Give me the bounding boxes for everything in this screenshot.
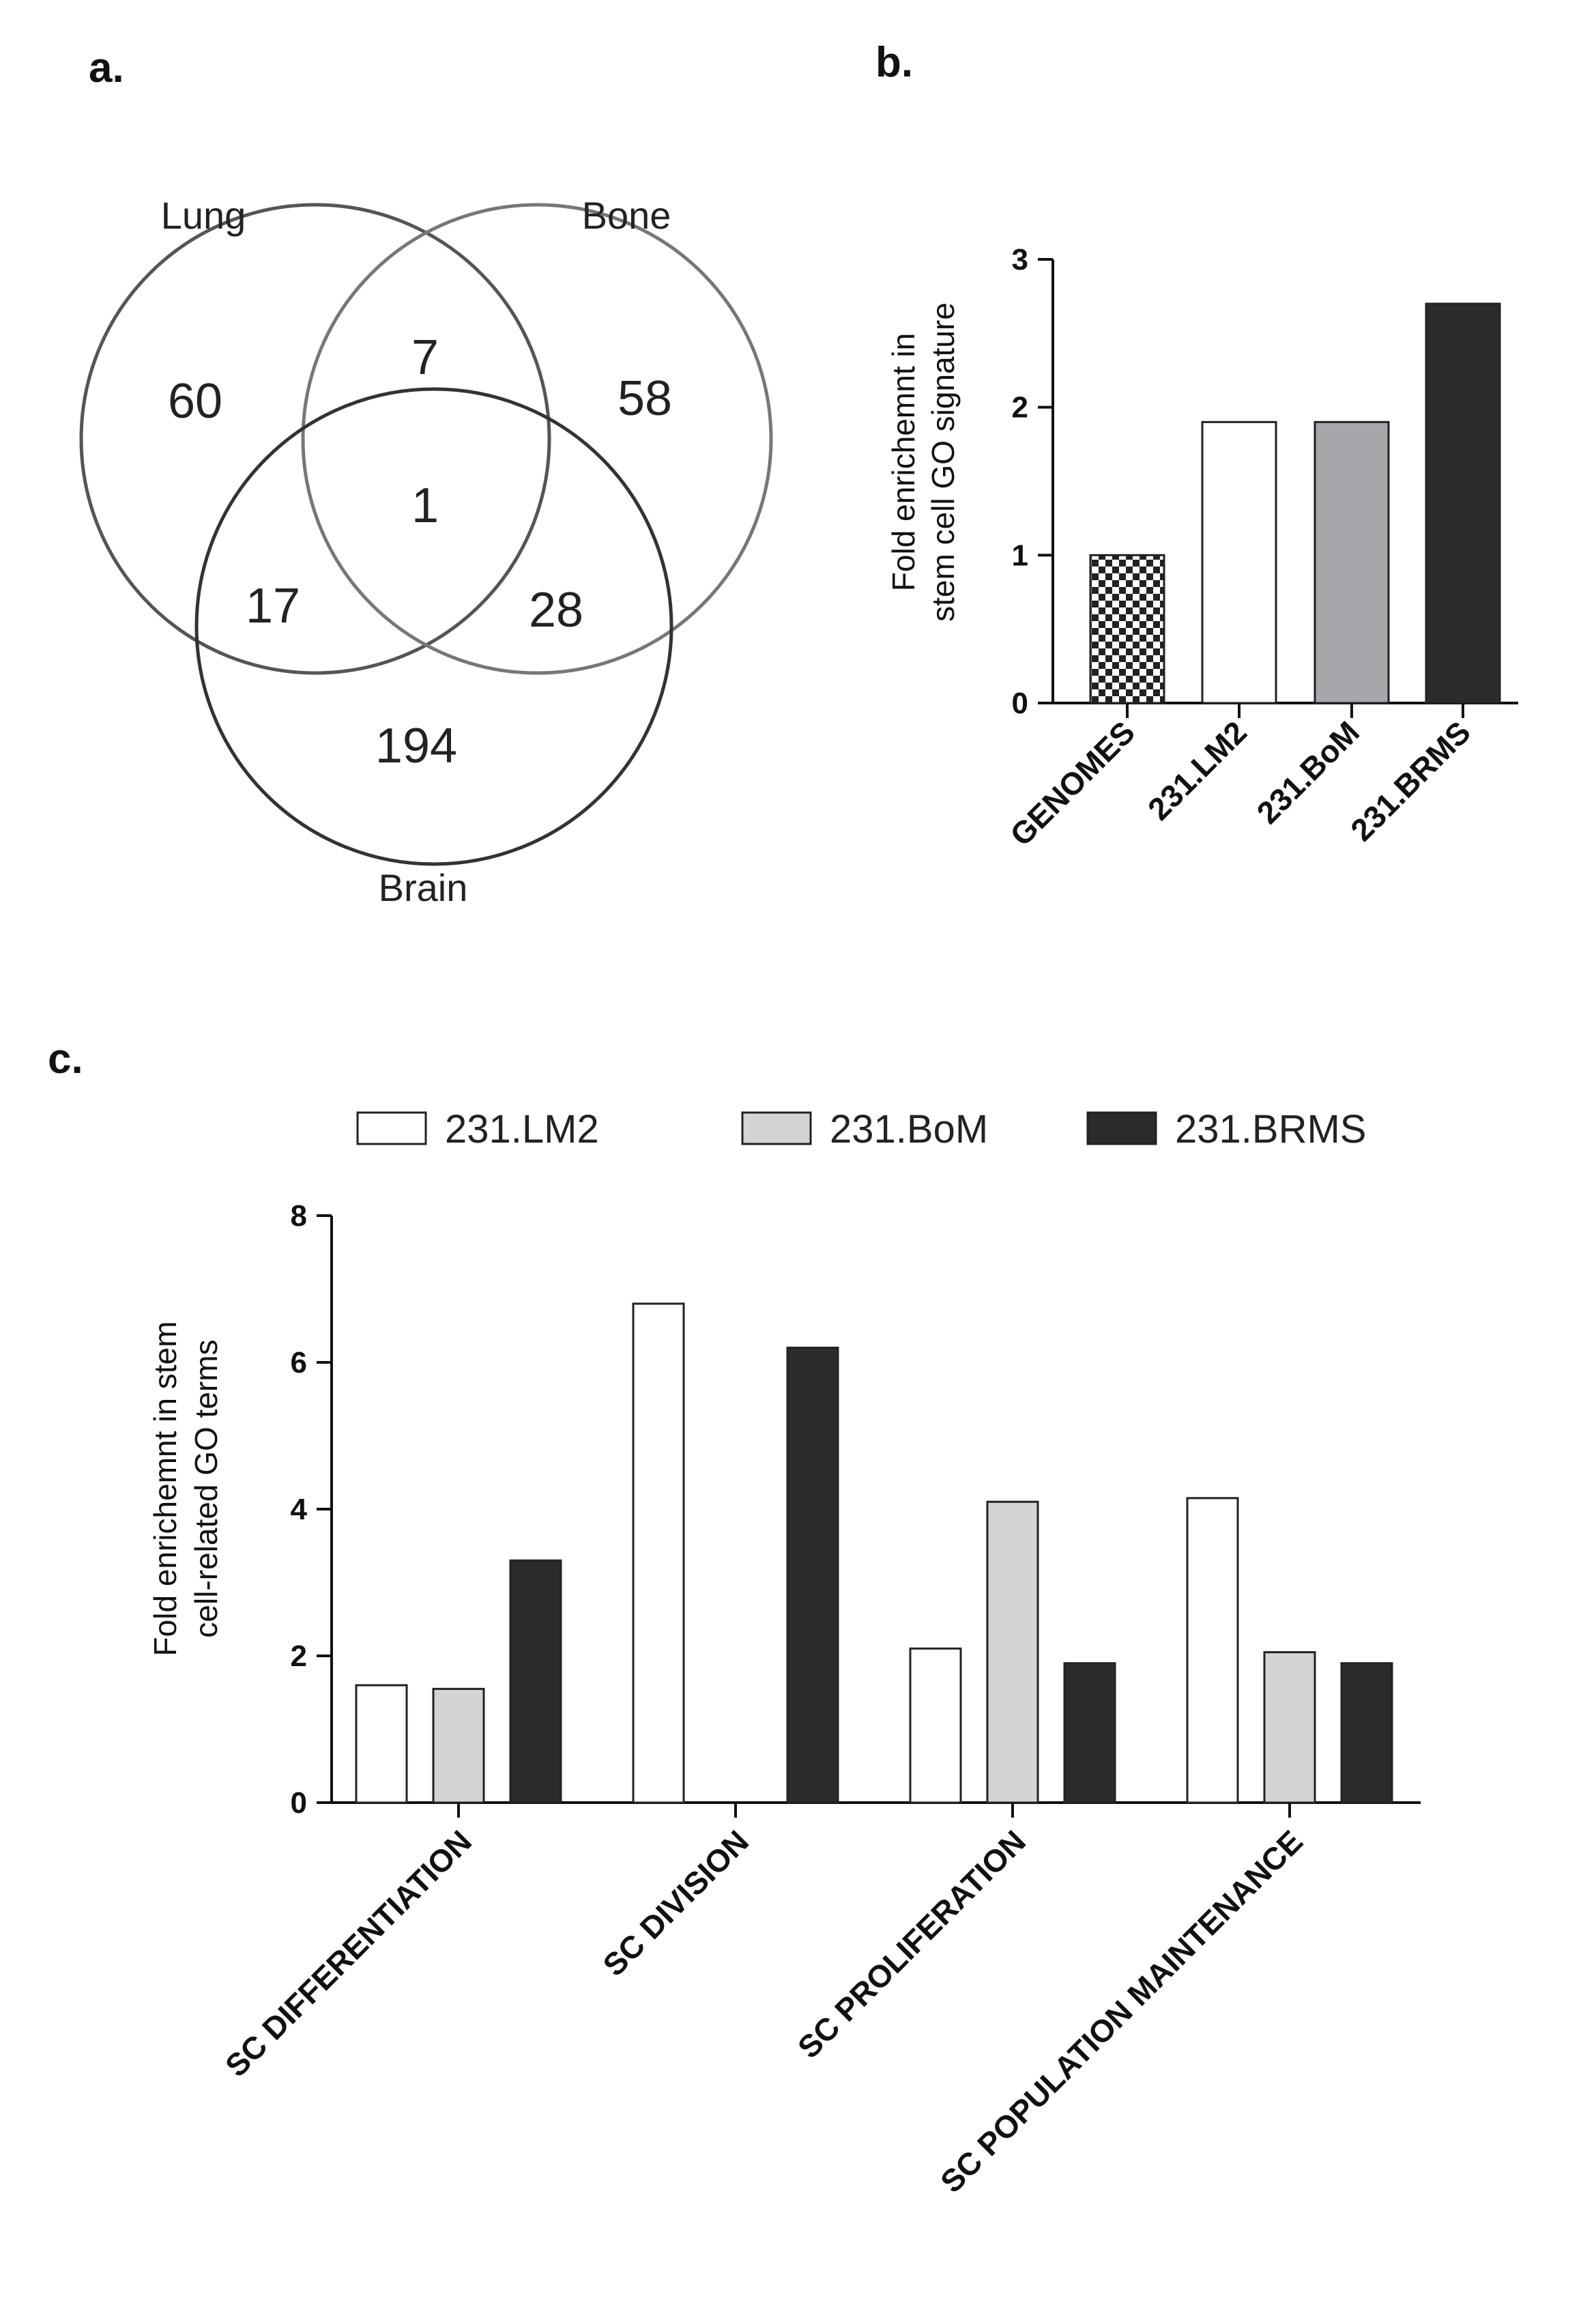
chart-b-y-tick-label: 3 (1012, 243, 1028, 276)
venn-diagram: Lung Bone Brain 60 7 58 1 17 28 194 (79, 194, 773, 909)
legend-swatch-231-brms (1086, 1111, 1157, 1145)
chart-c-bar-sc-division-231-brms (786, 1347, 839, 1804)
venn-label-bone: Bone (582, 194, 671, 237)
legend-label-231-lm2: 231.LM2 (445, 1107, 599, 1151)
chart-c-bar-sc-proliferation-231-bom (986, 1500, 1039, 1804)
chart-b-y-tick-label: 0 (1012, 687, 1028, 720)
chart-c-category-label: SC DIVISION (596, 1823, 755, 1983)
legend-swatch-231-bom (741, 1111, 812, 1145)
chart-c-y-tick-label: 8 (291, 1199, 307, 1233)
venn-circle-lung (79, 203, 551, 675)
venn-label-brain: Brain (379, 866, 468, 909)
chart-b-category-label: 231.BRMS (1344, 714, 1477, 848)
chart-b-y-tick-label: 1 (1012, 539, 1028, 572)
panel-label-c: c. (48, 1035, 83, 1083)
venn-count-lung-bone: 7 (411, 330, 439, 385)
chart-c-bar-sc-population-maintenance-231-brms (1340, 1662, 1393, 1804)
venn-count-bone-only: 58 (618, 371, 672, 426)
venn-circle-bone (301, 203, 773, 675)
chart-b-bar-231-lm2 (1201, 420, 1277, 704)
chart-c-y-axis-title: Fold enrichemnt in stem cell-related GO t… (147, 1321, 224, 1657)
chart-c-y-tick-label: 0 (291, 1786, 307, 1820)
chart-b-category-label: 231.LM2 (1141, 714, 1253, 827)
chart-b-category-label: GENOMES (1003, 714, 1142, 853)
chart-c-bar-sc-population-maintenance-231-bom (1263, 1651, 1316, 1804)
chart-b-bar-231-bom (1314, 420, 1390, 704)
chart-b-y-axis-title-line: stem cell GO signature (925, 302, 961, 622)
legend-label-231-brms: 231.BRMS (1175, 1107, 1366, 1151)
chart-b-y-axis-title: Fold enrichemnt in stem cell GO signature (886, 302, 961, 622)
venn-count-lung-brain: 17 (246, 579, 300, 633)
chart-b-category-label: 231.BoM (1250, 714, 1367, 831)
venn-count-brain-only: 194 (375, 719, 457, 773)
chart-c-y-tick-label: 6 (291, 1346, 307, 1379)
chart-c-y-axis-title-line: cell-related GO terms (188, 1339, 224, 1637)
venn-label-lung: Lung (161, 194, 246, 237)
chart-b-y-axis-title-line: Fold enrichemnt in (886, 333, 921, 591)
chart-c-bar-sc-proliferation-231-brms (1063, 1662, 1116, 1804)
panel-label-a: a. (89, 44, 124, 91)
chart-b-bar-231-brms (1425, 302, 1501, 704)
legend-label-231-bom: 231.BoM (830, 1107, 988, 1151)
venn-count-bone-brain: 28 (529, 583, 583, 638)
legend-swatch-231-lm2 (356, 1111, 427, 1145)
chart-c-bar-sc-differentiation-231-lm2 (355, 1684, 408, 1804)
chart-c-bar-sc-division-231-lm2 (632, 1302, 685, 1804)
chart-b-y-tick-label: 2 (1012, 391, 1028, 425)
chart-c-category-label: SC DIFFERENTIATION (218, 1823, 478, 2083)
venn-count-all-three: 1 (411, 478, 439, 533)
panel-label-b: b. (875, 39, 913, 86)
chart-c-y-axis-title-line: Fold enrichemnt in stem (147, 1321, 183, 1657)
chart-b-bar-genomes (1089, 554, 1165, 704)
chart-c-y-tick-label: 2 (291, 1639, 307, 1673)
chart-c-bar-sc-differentiation-231-bom (432, 1687, 485, 1804)
chart-c-category-label: SC PROLIFERATION (791, 1823, 1032, 2065)
chart-c-bar-sc-population-maintenance-231-lm2 (1186, 1497, 1239, 1804)
venn-count-lung-only: 60 (168, 374, 222, 429)
chart-c-y-tick-label: 4 (291, 1493, 308, 1526)
chart-c-bar-sc-differentiation-231-brms (509, 1559, 562, 1804)
venn-circle-brain (194, 387, 673, 866)
chart-c-bar-sc-proliferation-231-lm2 (909, 1647, 962, 1804)
chart-c: 231.LM2 231.BoM 231.BRMS 0 2 4 6 8 SC DIFFERENTI… (147, 1107, 1421, 2199)
